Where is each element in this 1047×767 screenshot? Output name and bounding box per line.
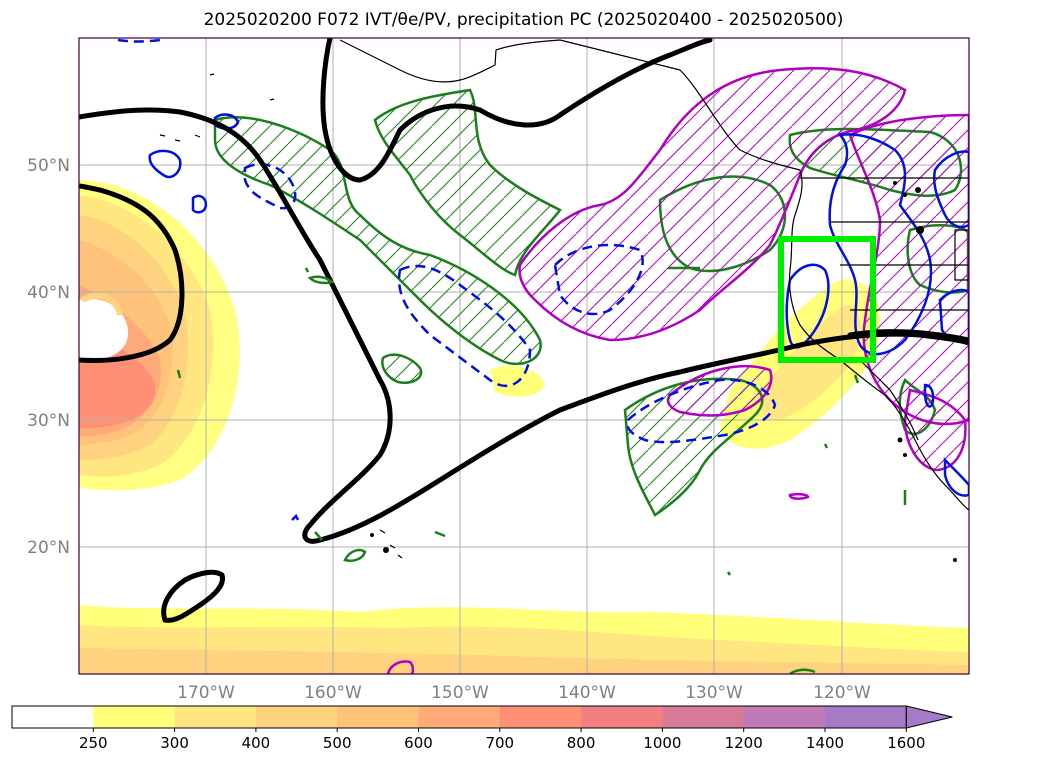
lon-label: 140°W	[558, 683, 616, 703]
map-gridlines	[79, 38, 969, 674]
latitude-labels: 50°N 40°N 30°N 20°N	[27, 156, 70, 558]
highlight-box	[778, 236, 876, 363]
lat-label: 50°N	[27, 156, 70, 176]
lon-label: 130°W	[685, 683, 743, 703]
colorbar-segment	[825, 706, 907, 728]
colorbar: 250 300 400 500 600 700 800 1000 1200 1400 1600	[11, 705, 953, 752]
colorbar-outline	[11, 705, 907, 729]
colorbar-segment	[12, 706, 94, 728]
colorbar-segment	[93, 706, 176, 728]
lat-label: 40°N	[27, 283, 70, 303]
colorbar-tick-label: 1400	[806, 734, 844, 752]
black-contours	[79, 38, 969, 623]
green-contour-bits	[176, 266, 907, 674]
colorbar-segment	[418, 706, 501, 728]
colorbar-tick-label: 1200	[725, 734, 763, 752]
colorbar-tick-label: 500	[323, 734, 352, 752]
lon-label: 120°W	[813, 683, 871, 703]
colorbar-segment	[499, 706, 582, 728]
colorbar-segment	[662, 706, 745, 728]
colorbar-segment	[337, 706, 419, 728]
plot-frame	[78, 37, 970, 675]
colorbar-tick-label: 300	[160, 734, 189, 752]
colorbar-tick-label: 250	[79, 734, 108, 752]
colorbar-segment	[174, 706, 257, 728]
colorbar-tick-label: 700	[485, 734, 514, 752]
precip-magenta-hatch	[386, 66, 969, 674]
lon-label: 160°W	[304, 683, 362, 703]
colorbar-tick-label: 800	[567, 734, 596, 752]
lon-label: 170°W	[177, 683, 235, 703]
colorbar-segment	[581, 706, 663, 728]
lon-label: 150°W	[431, 683, 489, 703]
colorbar-tick-label: 400	[242, 734, 271, 752]
lat-label: 30°N	[27, 411, 70, 431]
map-title: 2025020200 F072 IVT/θe/PV, precipitation…	[203, 10, 844, 30]
colorbar-segment	[743, 706, 826, 728]
blue-contours	[117, 38, 969, 521]
lat-label: 20°N	[27, 538, 70, 558]
colorbar-tick-label: 600	[404, 734, 433, 752]
colorbar-tick-label: 1600	[887, 734, 925, 752]
island-marks	[358, 181, 957, 562]
map-plot-area	[79, 38, 969, 674]
ivt-shading	[79, 180, 969, 674]
colorbar-tick-label: 1000	[643, 734, 681, 752]
colorbar-segment	[255, 706, 338, 728]
colorbar-extend-arrow	[905, 705, 953, 729]
longitude-labels: 170°W 160°W 150°W 140°W 130°W 120°W	[177, 683, 871, 703]
